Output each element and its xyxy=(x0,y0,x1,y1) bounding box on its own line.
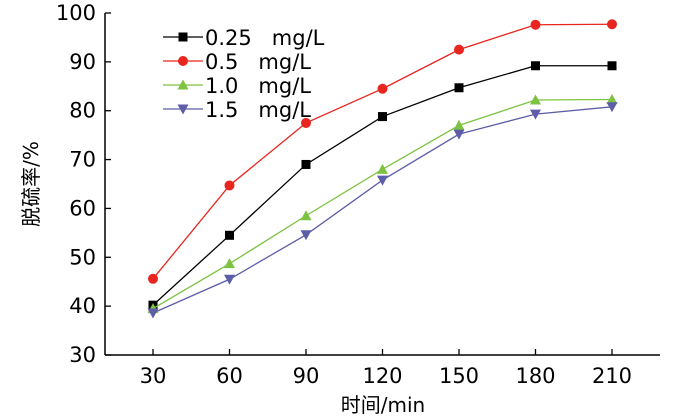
data-point xyxy=(606,93,618,104)
series-4 xyxy=(147,102,618,319)
data-point xyxy=(531,61,540,71)
legend-marker xyxy=(177,79,189,90)
legend-label: 0.25 mg/L xyxy=(205,26,325,50)
series-line xyxy=(152,98,613,310)
data-point xyxy=(453,129,465,140)
data-point xyxy=(300,210,312,221)
y-tick-label: 70 xyxy=(69,148,96,172)
x-tick-label: 30 xyxy=(140,364,167,388)
x-tick-label: 210 xyxy=(592,364,632,388)
legend-marker xyxy=(178,32,188,42)
legend-label: 1.5 mg/L xyxy=(205,98,311,122)
legend-item-3: 1.0 mg/L xyxy=(163,74,311,98)
legend-label: 1.0 mg/L xyxy=(205,74,311,98)
legend-marker xyxy=(178,56,188,66)
y-tick-label: 90 xyxy=(69,50,96,74)
data-point xyxy=(224,274,235,285)
data-point xyxy=(454,83,464,93)
data-point xyxy=(301,159,311,169)
data-point xyxy=(378,112,387,122)
data-point xyxy=(148,273,158,284)
axis-ticks: 30 40 50 60 70 80 90 100 30 60 90 120 150 180 210 xyxy=(56,1,632,388)
x-tick-label: 150 xyxy=(439,364,479,388)
data-point xyxy=(606,102,618,113)
legend-item-2: 0.5 mg/L xyxy=(163,50,311,74)
x-tick-label: 120 xyxy=(362,364,402,388)
data-point xyxy=(530,109,541,120)
data-point xyxy=(300,230,312,241)
legend-marker xyxy=(177,104,189,115)
data-point xyxy=(453,119,465,130)
legend-item-4: 1.5 mg/L xyxy=(163,98,311,122)
data-point xyxy=(607,19,617,30)
data-point xyxy=(377,175,388,186)
series-3 xyxy=(147,93,618,314)
data-point xyxy=(607,61,617,71)
series-group xyxy=(147,19,618,319)
data-point xyxy=(454,44,464,55)
x-axis-label: 时间/min xyxy=(341,393,425,417)
data-point xyxy=(301,117,311,128)
data-point xyxy=(224,180,235,191)
legend-item-1: 0.25 mg/L xyxy=(163,26,325,50)
y-tick-label: 60 xyxy=(69,196,96,220)
x-tick-label: 60 xyxy=(216,364,243,388)
x-tick-label: 180 xyxy=(515,364,555,388)
data-point xyxy=(224,258,235,269)
legend-label: 0.5 mg/L xyxy=(205,50,311,74)
data-point xyxy=(377,83,388,94)
data-point xyxy=(225,230,234,240)
data-point xyxy=(530,94,541,105)
data-point xyxy=(377,163,388,174)
legend: 0.25 mg/L0.5 mg/L1.0 mg/L1.5 mg/L xyxy=(163,26,325,122)
y-tick-label: 80 xyxy=(69,99,96,123)
y-tick-label: 30 xyxy=(69,343,96,367)
y-tick-label: 50 xyxy=(69,245,96,269)
series-line xyxy=(152,106,613,314)
series-2 xyxy=(148,19,617,284)
x-tick-label: 90 xyxy=(293,364,320,388)
y-axis-label: 脱硫率/% xyxy=(19,141,43,227)
y-tick-label: 100 xyxy=(56,1,96,25)
y-tick-label: 40 xyxy=(69,294,96,318)
data-point xyxy=(530,19,541,30)
data-point xyxy=(147,308,159,319)
